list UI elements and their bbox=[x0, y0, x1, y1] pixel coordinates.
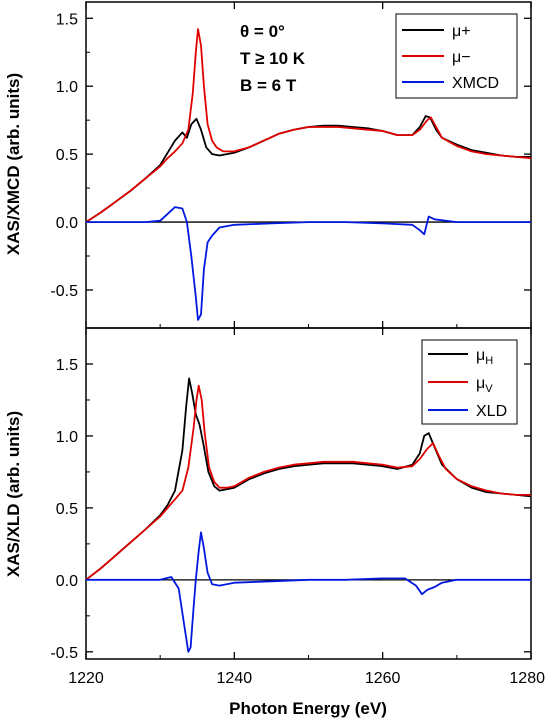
series-line-s bbox=[85, 28, 532, 223]
y-tick-label: -0.5 bbox=[50, 645, 78, 662]
top-axis-ticks: -0.5 0.0 0.5 1.0 1.5 bbox=[50, 2, 532, 328]
legend-label-mu-h: μH bbox=[476, 347, 493, 367]
x-axis-label: Photon Energy (eV) bbox=[229, 699, 387, 718]
x-tick-label: 1260 bbox=[365, 670, 401, 687]
series-line-xld bbox=[86, 531, 531, 653]
legend-label-mu-v-main: μ bbox=[476, 375, 485, 392]
x-tick-label: 1280 bbox=[509, 670, 545, 687]
y-tick-label: 0.5 bbox=[56, 501, 78, 518]
legend-label-mu-minus: μ− bbox=[452, 49, 471, 66]
legend-label-xld: XLD bbox=[476, 403, 507, 420]
bottom-series-group bbox=[85, 377, 532, 653]
annotation-temperature: T ≥ 10 K bbox=[240, 49, 306, 68]
series-line-xmcd bbox=[86, 206, 531, 321]
bottom-axis-ticks: -0.5 0.0 0.5 1.0 1.5 1220 1240 1260 1280 bbox=[50, 328, 545, 687]
series-line-s bbox=[85, 115, 531, 223]
y-tick-label: 1.5 bbox=[56, 357, 78, 374]
y-tick-label: 0.0 bbox=[56, 573, 78, 590]
legend-label-mu-h-main: μ bbox=[476, 347, 485, 364]
y-tick-label: 1.0 bbox=[56, 79, 78, 96]
x-tick-label: 1240 bbox=[217, 670, 253, 687]
y-tick-label: 0.0 bbox=[56, 215, 78, 232]
annotation-theta: θ = 0° bbox=[240, 22, 285, 41]
y-tick-label: -0.5 bbox=[50, 283, 78, 300]
top-ylabel: XAS/XMCD (arb. units) bbox=[4, 73, 23, 255]
legend-label-xmcd: XMCD bbox=[452, 75, 499, 92]
legend-label-mu-v: μV bbox=[476, 375, 493, 395]
legend-label-mu-v-sub: V bbox=[485, 383, 493, 395]
series-line-v bbox=[85, 384, 531, 581]
x-tick-label: 1220 bbox=[68, 670, 104, 687]
y-tick-label: 1.5 bbox=[56, 11, 78, 28]
top-series-group bbox=[85, 28, 532, 321]
legend-label-mu-plus: μ+ bbox=[452, 23, 471, 40]
top-legend: μ+ μ− XMCD bbox=[395, 13, 518, 99]
bottom-ylabel: XAS/XLD (arb. units) bbox=[4, 411, 23, 577]
y-tick-label: 0.5 bbox=[56, 147, 78, 164]
y-tick-label: 1.0 bbox=[56, 429, 78, 446]
legend-label-mu-h-sub: H bbox=[485, 355, 493, 367]
bottom-legend: μH μV XLD bbox=[421, 339, 518, 425]
annotation-field: B = 6 T bbox=[240, 76, 297, 95]
